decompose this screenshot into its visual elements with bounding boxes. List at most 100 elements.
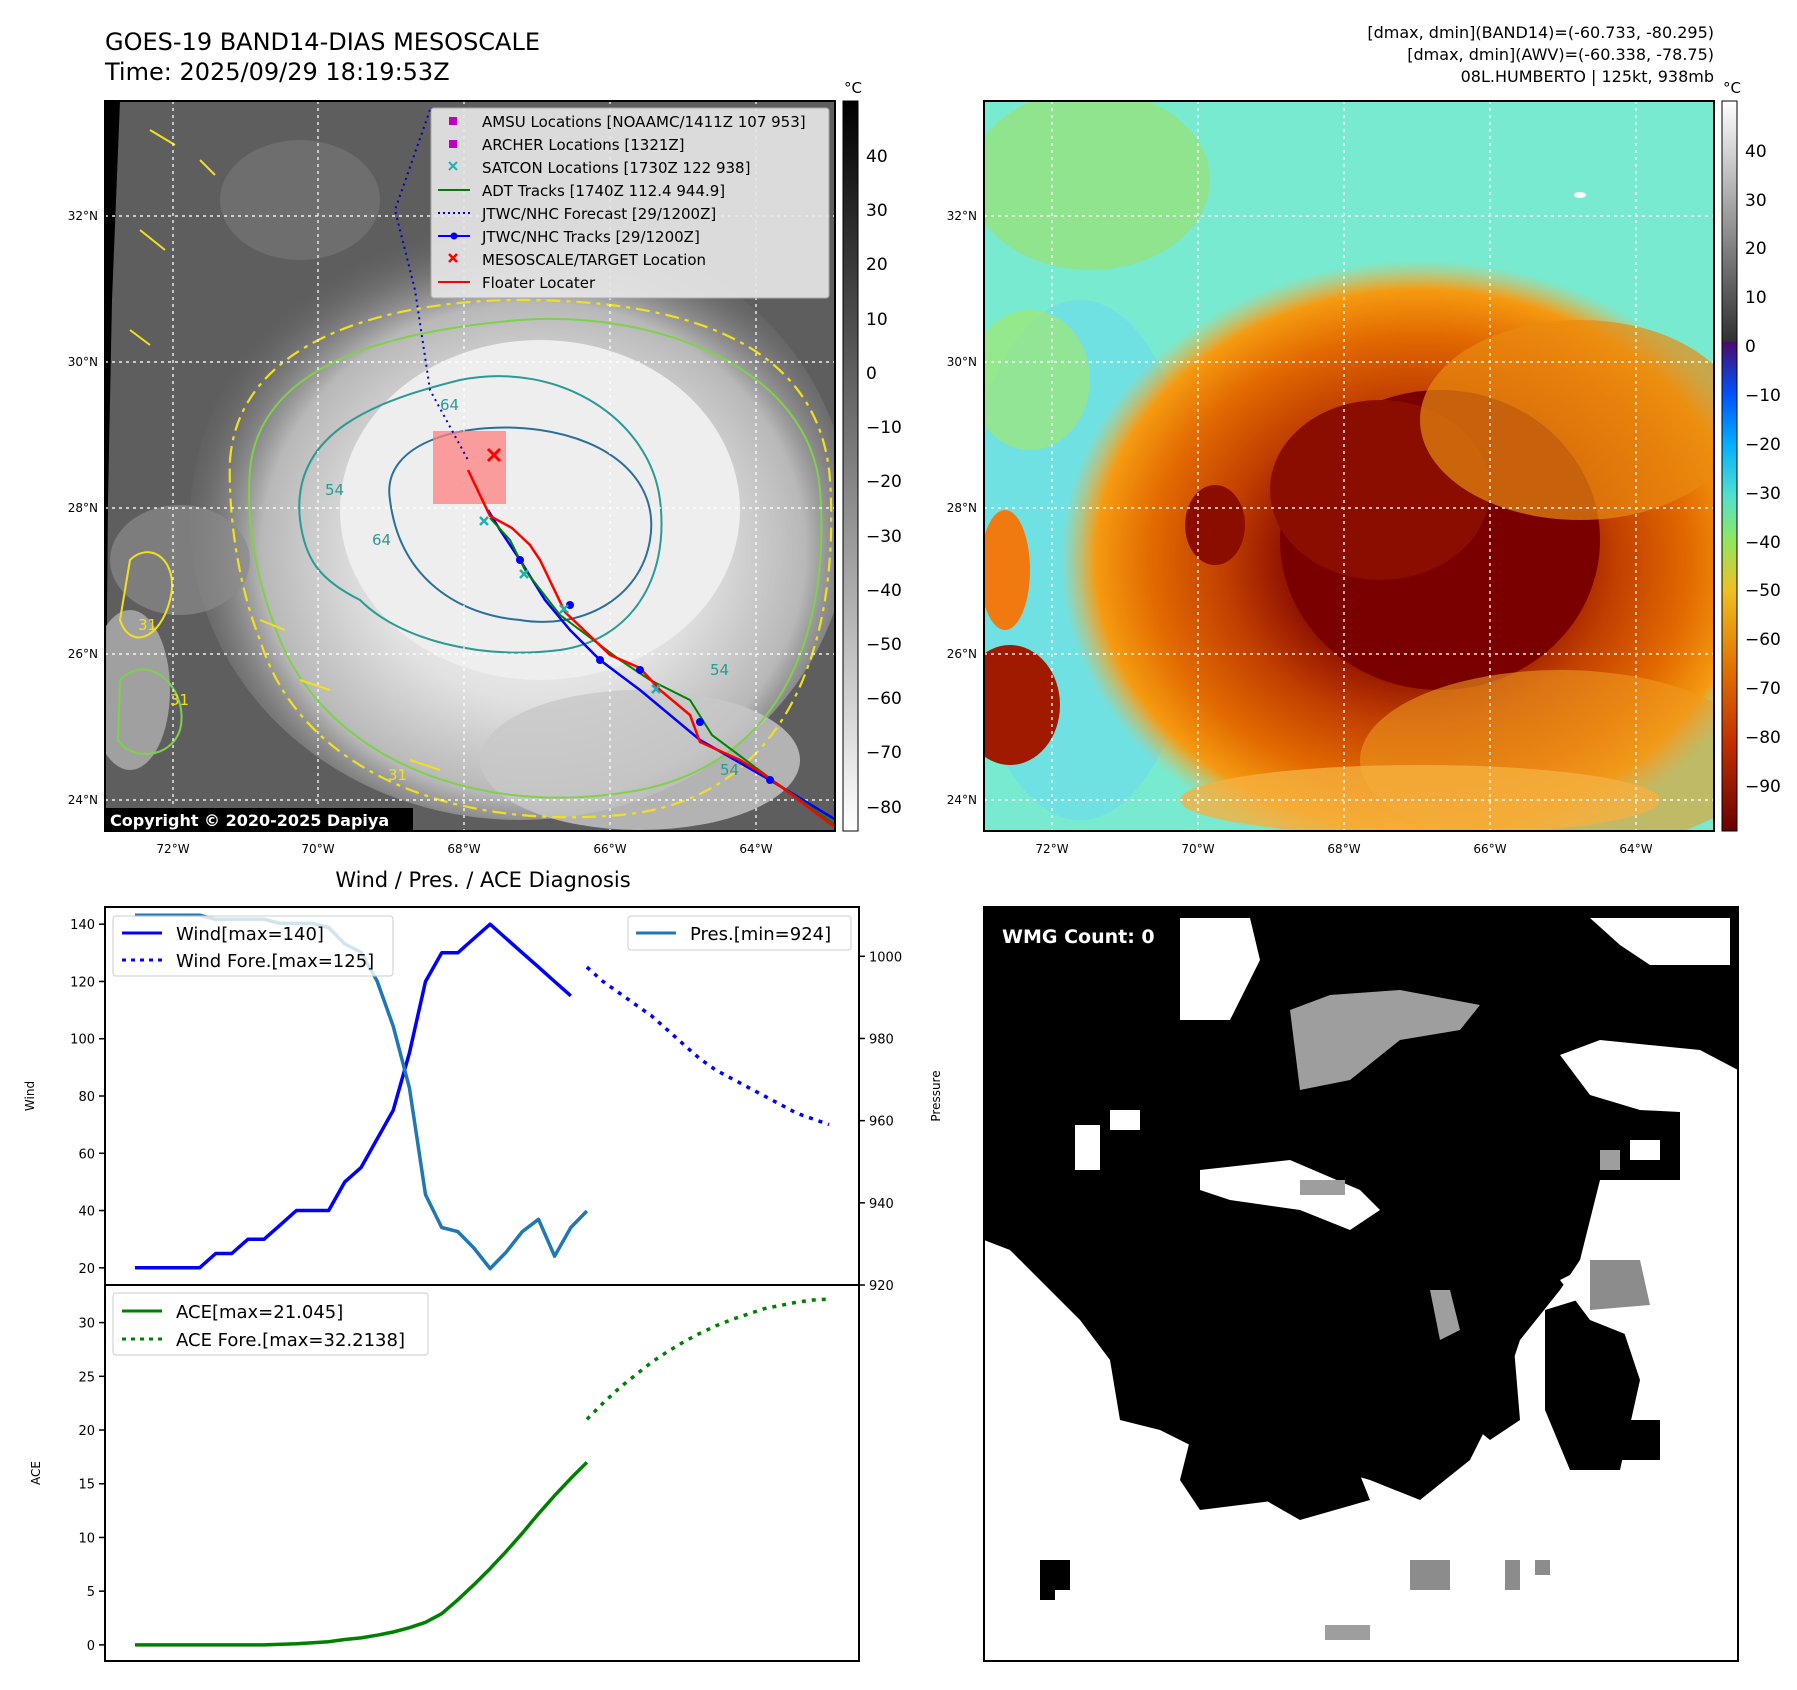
wind-tick-label: 120 (70, 975, 95, 990)
series-wind (135, 922, 572, 1270)
target-marker-icon (448, 253, 458, 263)
ace-y-label: ACE (29, 1461, 43, 1485)
ace-tick-label: 25 (78, 1370, 95, 1385)
wind-tick-label: 40 (78, 1205, 95, 1220)
ace-tick-label: 15 (78, 1478, 95, 1493)
legend-ace-forecast: ACE Fore.[max=32.2138] (176, 1330, 405, 1351)
contour-label-31a: 31 (138, 616, 157, 634)
track-legend: AMSU Locations [NOAAMC/1411Z 107 953] AR… (430, 107, 830, 299)
ir-cbar-m30: −30 (866, 527, 902, 547)
ir-lon-70: 70°W (301, 842, 334, 856)
en-lat-28: 28°N (947, 501, 977, 515)
ir-cbar-0: 0 (866, 364, 877, 384)
pressure-tick-label: 1000 (869, 950, 902, 965)
contour-label-31c: 31 (388, 766, 407, 784)
enhanced-map-axes: 72°W 70°W 68°W 66°W 64°W 32°N 30°N 28°N … (947, 209, 1653, 856)
en-lat-30: 30°N (947, 355, 977, 369)
pressure-tick-label: 920 (869, 1279, 894, 1294)
wind-tick-label: 80 (78, 1090, 95, 1105)
ir-lon-72: 72°W (156, 842, 189, 856)
pressure-tick-label: 980 (869, 1032, 894, 1047)
ace-series (135, 1297, 830, 1647)
mesoscale-box (433, 431, 506, 504)
en-cbar-30: 30 (1745, 191, 1767, 211)
en-lon-72: 72°W (1035, 842, 1068, 856)
legend-tracks: JTWC/NHC Tracks [29/1200Z] (481, 228, 700, 246)
ir-cbar-40: 40 (866, 147, 888, 167)
ir-cbar-m40: −40 (866, 581, 902, 601)
en-cbar-20: 20 (1745, 239, 1767, 259)
series-wind-fore (585, 965, 830, 1127)
ir-lon-66: 66°W (593, 842, 626, 856)
wmg-mask-panel (984, 907, 1738, 1661)
en-cbar-40: 40 (1745, 142, 1767, 162)
wind-y-label: Wind (23, 1081, 37, 1111)
ace-tick-label: 20 (78, 1424, 95, 1439)
ir-cbar-m10: −10 (866, 418, 902, 438)
en-lat-24: 24°N (947, 793, 977, 807)
en-cbar-m90: −90 (1745, 777, 1781, 797)
pressure-y-label: Pressure (929, 1070, 943, 1121)
en-lon-70: 70°W (1181, 842, 1214, 856)
legend-forecast: JTWC/NHC Forecast [29/1200Z] (481, 205, 716, 223)
figure-time: Time: 2025/09/29 18:19:53Z (104, 58, 450, 86)
ir-cbar-m60: −60 (866, 689, 902, 709)
pressure-legend: Pres.[min=924] (627, 915, 852, 951)
ir-cbar-30: 30 (866, 201, 888, 221)
ir-lon-68: 68°W (447, 842, 480, 856)
en-cbar-m50: −50 (1745, 581, 1781, 601)
enhanced-map-panel (984, 101, 1714, 831)
ace-legend: ACE[max=21.045] ACE Fore.[max=32.2138] (112, 1292, 429, 1356)
contour-label-31b: 31 (170, 691, 189, 709)
series-ace-fore (585, 1297, 830, 1421)
contour-label-54c: 54 (720, 761, 739, 779)
legend-target: MESOSCALE/TARGET Location (482, 251, 706, 269)
en-cbar-m60: −60 (1745, 630, 1781, 650)
ace-tick-label: 0 (87, 1639, 95, 1654)
legend-wind: Wind[max=140] (176, 924, 324, 945)
stats-band14: [dmax, dmin](BAND14)=(-60.733, -80.295) (1367, 23, 1714, 42)
legend-satcon: SATCON Locations [1730Z 122 938] (482, 159, 750, 177)
ir-cbar-20: 20 (866, 255, 888, 275)
pressure-tick-label: 960 (869, 1115, 894, 1130)
pressure-tick-label: 940 (869, 1197, 894, 1212)
satcon-marker-icon (448, 161, 458, 171)
en-lon-68: 68°W (1327, 842, 1360, 856)
ir-cbar-m50: −50 (866, 635, 902, 655)
ir-lat-30: 30°N (68, 355, 98, 369)
en-cbar-m40: −40 (1745, 533, 1781, 553)
contour-label-64b: 64 (372, 531, 391, 549)
wind-y-ticks: 20 40 60 80 100 120 140 (70, 918, 105, 1277)
en-cbar-m70: −70 (1745, 679, 1781, 699)
en-cbar-m30: −30 (1745, 484, 1781, 504)
ace-tick-label: 10 (78, 1531, 95, 1546)
en-cbar-m80: −80 (1745, 728, 1781, 748)
legend-adt: ADT Tracks [1740Z 112.4 944.9] (482, 182, 725, 200)
wind-tick-label: 20 (78, 1262, 95, 1277)
legend-archer: ARCHER Locations [1321Z] (482, 136, 685, 154)
ace-tick-label: 30 (78, 1317, 95, 1332)
en-cbar-m20: −20 (1745, 435, 1781, 455)
ir-lat-26: 26°N (68, 647, 98, 661)
stats-awv: [dmax, dmin](AWV)=(-60.338, -78.75) (1407, 45, 1714, 64)
ir-cbar-10: 10 (866, 310, 888, 330)
legend-wind-forecast: Wind Fore.[max=125] (176, 951, 374, 972)
figure-title: GOES-19 BAND14-DIAS MESOSCALE (105, 28, 540, 56)
en-cbar-m10: −10 (1745, 386, 1781, 406)
pressure-y-ticks: 920 940 960 980 1000 (859, 950, 902, 1294)
enhanced-colorbar-unit: °C (1723, 79, 1741, 97)
wind-tick-label: 100 (70, 1033, 95, 1048)
ace-y-ticks: 0 5 10 15 20 25 30 (78, 1317, 105, 1654)
ir-map-axes: 72°W 70°W 68°W 66°W 64°W 32°N 30°N 28°N … (68, 209, 773, 856)
ir-colorbar: °C 40 30 20 10 0 −10 −20 −30 −40 −50 −60… (842, 79, 902, 832)
en-lon-66: 66°W (1473, 842, 1506, 856)
en-lat-32: 32°N (947, 209, 977, 223)
legend-floater: Floater Locater (482, 274, 596, 292)
ir-cbar-m70: −70 (866, 743, 902, 763)
contour-label-64a: 64 (440, 396, 459, 414)
ir-lat-32: 32°N (68, 209, 98, 223)
contour-label-54a: 54 (325, 481, 344, 499)
en-lat-26: 26°N (947, 647, 977, 661)
enhanced-colorbar: °C 40 30 20 10 0 −10 −20 −30 −40 −50 −60… (1721, 79, 1781, 832)
